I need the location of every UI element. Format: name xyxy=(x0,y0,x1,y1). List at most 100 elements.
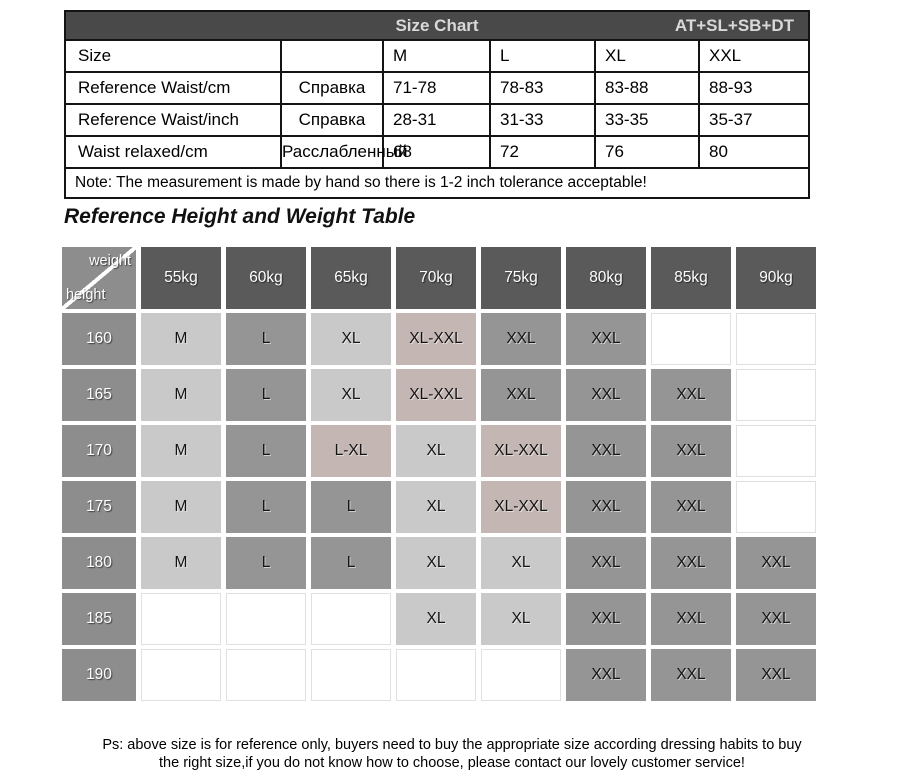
size-cell: XL xyxy=(396,593,476,645)
size-chart-value: M xyxy=(382,39,491,73)
size-chart-value: 80 xyxy=(697,135,811,169)
empty-cell xyxy=(736,481,816,533)
empty-cell xyxy=(736,425,816,477)
size-chart-value: 28-31 xyxy=(382,103,491,137)
weight-header-cell: 70kg xyxy=(396,247,476,309)
size-chart-value: 76 xyxy=(594,135,700,169)
grid-row: 190 XXL XXL XXL xyxy=(62,649,816,701)
size-cell: XXL xyxy=(566,481,646,533)
corner-height-label: height xyxy=(66,287,106,303)
grid-row: 175 M L L XL XL-XXL XXL XXL xyxy=(62,481,816,533)
weight-header-cell: 80kg xyxy=(566,247,646,309)
empty-cell xyxy=(226,649,306,701)
weight-header-cell: 90kg xyxy=(736,247,816,309)
size-cell: XXL xyxy=(566,313,646,365)
weight-header-cell: 65kg xyxy=(311,247,391,309)
grid-row: 170 M L L-XL XL XL-XXL XXL XXL xyxy=(62,425,816,477)
size-chart-body: Size M L XL XXL Reference Waist/cm Справка 71-7… xyxy=(64,39,811,169)
size-chart-value: XXL xyxy=(697,39,811,73)
size-chart-row: Size M L XL XXL xyxy=(64,39,811,73)
size-cell: XL xyxy=(396,481,476,533)
grid-body: 160 M L XL XL-XXL XXL XXL 165 M L XL XL-XXL XXL XXL XX… xyxy=(62,313,816,701)
size-chart-value: 71-78 xyxy=(382,71,491,105)
size-cell: XXL xyxy=(736,593,816,645)
size-chart-value: 31-33 xyxy=(489,103,596,137)
size-chart-row-ru-label: Справка xyxy=(280,71,384,105)
size-cell: XXL xyxy=(566,537,646,589)
empty-cell xyxy=(736,369,816,421)
size-chart-row-ru-label: Расслабленный xyxy=(280,135,407,169)
grid-corner-cell: weight height xyxy=(62,247,136,309)
grid-row: 160 M L XL XL-XXL XXL XXL xyxy=(62,313,816,365)
empty-cell xyxy=(736,313,816,365)
size-cell: XXL xyxy=(481,369,561,421)
weight-header-cell: 75kg xyxy=(481,247,561,309)
height-header-cell: 170 xyxy=(62,425,136,477)
empty-cell xyxy=(311,593,391,645)
size-cell: L xyxy=(226,481,306,533)
size-cell: XXL xyxy=(566,425,646,477)
size-cell: L xyxy=(226,537,306,589)
size-chart-value: 72 xyxy=(489,135,596,169)
size-chart-row-ru-label xyxy=(280,39,384,73)
size-cell: XL-XXL xyxy=(396,369,476,421)
size-chart-row-label: Reference Waist/cm xyxy=(64,71,282,105)
size-cell: M xyxy=(141,369,221,421)
size-cell: XL xyxy=(481,537,561,589)
size-chart-value: 33-35 xyxy=(594,103,700,137)
empty-cell xyxy=(141,593,221,645)
size-cell: XL xyxy=(311,369,391,421)
height-header-cell: 190 xyxy=(62,649,136,701)
size-chart-value: 83-88 xyxy=(594,71,700,105)
height-header-cell: 185 xyxy=(62,593,136,645)
height-header-cell: 180 xyxy=(62,537,136,589)
size-cell: L-XL xyxy=(311,425,391,477)
size-cell: M xyxy=(141,481,221,533)
size-cell: XXL xyxy=(566,369,646,421)
size-cell: XL xyxy=(396,537,476,589)
size-chart-header-bar: Size Chart AT+SL+SB+DT xyxy=(66,12,809,39)
size-cell: L xyxy=(226,425,306,477)
size-cell: XXL xyxy=(651,369,731,421)
size-chart-note-row: Note: The measurement is made by hand so… xyxy=(63,167,811,199)
size-cell: L xyxy=(311,537,391,589)
grid-row: 165 M L XL XL-XXL XXL XXL XXL xyxy=(62,369,816,421)
size-cell: XL-XXL xyxy=(481,425,561,477)
corner-weight-label: weight xyxy=(89,253,131,269)
size-cell: XXL xyxy=(651,537,731,589)
size-cell: XXL xyxy=(566,593,646,645)
size-cell: XL xyxy=(396,425,476,477)
size-cell: XXL xyxy=(651,481,731,533)
size-cell: XXL xyxy=(651,593,731,645)
size-cell: L xyxy=(226,369,306,421)
size-chart-value: 78-83 xyxy=(489,71,596,105)
size-chart-table: Size Chart AT+SL+SB+DT Size M L XL XXL Refere… xyxy=(63,10,811,199)
size-cell: M xyxy=(141,425,221,477)
size-chart-row-label: Waist relaxed/cm xyxy=(64,135,282,169)
size-cell: XXL xyxy=(736,537,816,589)
empty-cell xyxy=(311,649,391,701)
size-chart-header: Size Chart AT+SL+SB+DT xyxy=(63,10,811,41)
size-cell: L xyxy=(226,313,306,365)
size-chart-value: L xyxy=(489,39,596,73)
size-chart-title: Size Chart xyxy=(395,16,479,35)
weight-header-cell: 85kg xyxy=(651,247,731,309)
height-header-cell: 160 xyxy=(62,313,136,365)
size-chart-value: 68 xyxy=(382,135,491,169)
size-cell: XL-XXL xyxy=(396,313,476,365)
grid-row: 180 M L L XL XL XXL XXL XXL xyxy=(62,537,816,589)
footer-note: Ps: above size is for reference only, bu… xyxy=(0,736,904,772)
height-weight-table-title: Reference Height and Weight Table xyxy=(64,205,416,228)
size-cell: XXL xyxy=(651,425,731,477)
size-chart-row-ru-label: Справка xyxy=(280,103,384,137)
height-weight-table: weight height 55kg 60kg 65kg 70kg 75kg 80kg 85… xyxy=(57,243,821,705)
empty-cell xyxy=(481,649,561,701)
size-chart-header-row: Size Chart AT+SL+SB+DT xyxy=(63,10,811,41)
size-cell: XL xyxy=(311,313,391,365)
size-chart-row: Waist relaxed/cm Расслабленный 68 72 76 80 xyxy=(64,135,811,169)
size-cell: XXL xyxy=(481,313,561,365)
footer-note-line1: Ps: above size is for reference only, bu… xyxy=(102,737,802,753)
height-header-cell: 175 xyxy=(62,481,136,533)
size-cell: XXL xyxy=(651,649,731,701)
empty-cell xyxy=(396,649,476,701)
